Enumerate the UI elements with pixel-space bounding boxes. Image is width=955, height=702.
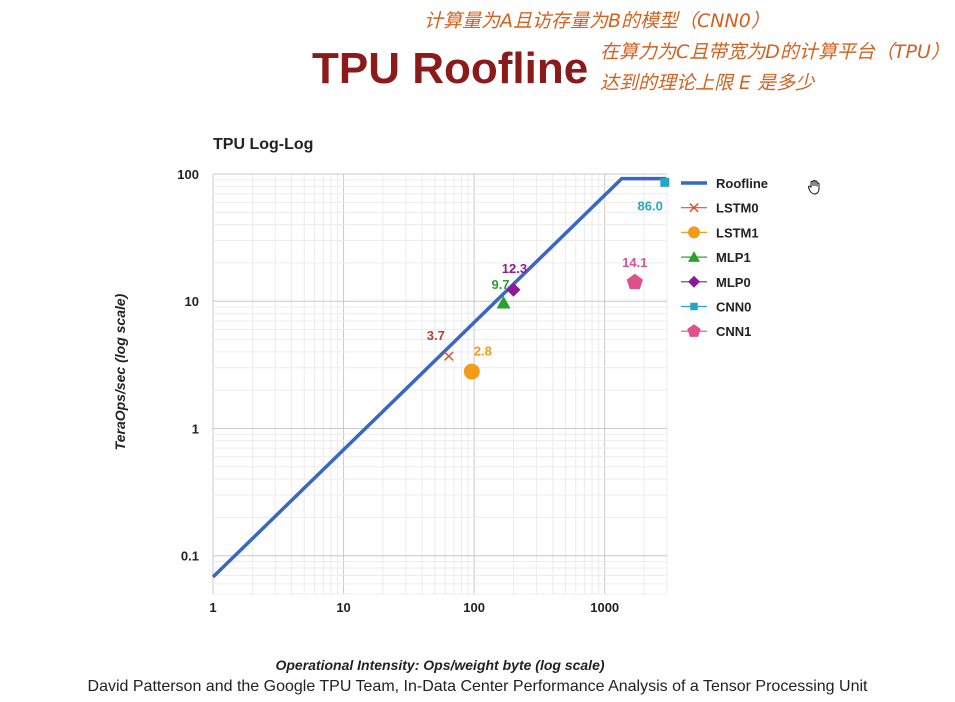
annotation-line-1: 计算量为A且访存量为B的模型（CNN0） (424, 10, 770, 32)
legend-swatch-lstm0 (689, 202, 699, 213)
y-tick-label: 10 (185, 294, 199, 309)
slide-title: TPU Roofline (312, 44, 589, 93)
x-tick-label: 1000 (590, 600, 619, 615)
chart-title: TPU Log-Log (213, 136, 313, 153)
citation: David Patterson and the Google TPU Team,… (87, 678, 868, 695)
point-cnn0 (660, 177, 670, 187)
x-tick-label: 100 (463, 600, 485, 615)
chart-panel: TPU Log-Log TeraOps/sec (log scale) Oper… (108, 124, 786, 676)
roofline-chart: TPU Log-Log TeraOps/sec (log scale) Oper… (112, 136, 768, 673)
legend-label-cnn0: CNN0 (716, 300, 751, 315)
handwritten-annotation: 计算量为A且访存量为B的模型（CNN0） 在算力为C且带宽为D的计算平台（TPU… (424, 6, 954, 99)
legend-label-mlp0: MLP0 (716, 275, 751, 290)
legend-label-lstm1: LSTM1 (716, 225, 759, 240)
roofline-line (211, 176, 667, 579)
point-lstm1 (463, 363, 480, 380)
legend-swatch-cnn0 (690, 302, 698, 311)
y-tick-label: 1 (192, 421, 199, 436)
annotation-line-3: 达到的理论上限 E 是多少 (600, 72, 815, 94)
legend-label-lstm0: LSTM0 (716, 201, 759, 216)
data-label-mlp0: 12.3 (502, 261, 527, 276)
legend-swatch-cnn1 (687, 324, 701, 337)
legend-swatch-lstm1 (688, 226, 700, 239)
x-axis-label: Operational Intensity: Ops/weight byte (… (275, 657, 604, 673)
data-label-cnn1: 14.1 (622, 255, 647, 270)
legend-label-roofline: Roofline (716, 176, 768, 191)
legend-label-cnn1: CNN1 (716, 324, 751, 339)
annotation-line-2: 在算力为C且带宽为D的计算平台（TPU） (600, 41, 950, 63)
data-label-lstm0: 3.7 (427, 328, 445, 343)
data-label-cnn0: 86.0 (638, 198, 663, 213)
data-label-mlp1: 9.7 (491, 277, 509, 292)
legend-swatch-lstm0-stroke (689, 202, 699, 213)
data-label-lstm1: 2.8 (474, 344, 492, 359)
point-lstm0-stroke (444, 351, 454, 361)
y-tick-label: 100 (177, 167, 199, 182)
point-lstm0 (444, 351, 454, 361)
point-cnn1 (626, 273, 643, 290)
y-axis-label: TeraOps/sec (log scale) (112, 293, 128, 450)
legend-swatch-mlp1 (688, 251, 700, 262)
hand-cursor-icon (807, 180, 820, 195)
x-tick-label: 10 (336, 600, 350, 615)
legend-swatch-mlp0 (688, 275, 700, 288)
legend-label-mlp1: MLP1 (716, 250, 751, 265)
point-mlp0 (506, 282, 521, 297)
point-mlp1 (496, 295, 511, 309)
y-tick-label: 0.1 (181, 549, 199, 564)
x-tick-label: 1 (209, 600, 216, 615)
